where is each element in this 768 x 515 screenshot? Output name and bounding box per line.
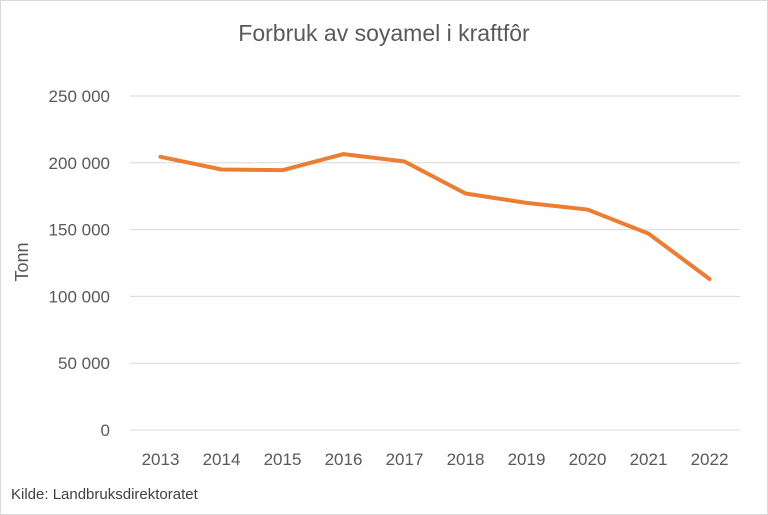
x-tick-label: 2018 <box>447 450 485 469</box>
x-tick-label: 2017 <box>386 450 424 469</box>
chart-title: Forbruk av soyamel i kraftfôr <box>238 20 530 46</box>
y-tick-label: 100 000 <box>49 287 110 306</box>
x-tick-label: 2015 <box>264 450 302 469</box>
y-axis-title: Tonn <box>12 242 32 281</box>
y-tick-label: 150 000 <box>49 221 110 240</box>
y-tick-label: 200 000 <box>49 154 110 173</box>
x-tick-label: 2016 <box>325 450 363 469</box>
y-tick-label: 0 <box>101 421 110 440</box>
x-tick-label: 2020 <box>569 450 607 469</box>
gridlines <box>130 95 740 364</box>
x-tick-label: 2013 <box>142 450 180 469</box>
y-tick-label: 50 000 <box>58 354 110 373</box>
y-tick-label: 250 000 <box>49 87 110 106</box>
x-tick-label: 2019 <box>508 450 546 469</box>
x-tick-label: 2014 <box>203 450 241 469</box>
source-note: Kilde: Landbruksdirektoratet <box>11 486 198 503</box>
series-line <box>158 152 712 282</box>
x-tick-label: 2021 <box>630 450 668 469</box>
axes: 0 50 000 100 000 150 000 200 000 250 000 2013 2… <box>49 87 740 469</box>
series-layer <box>158 152 712 282</box>
x-tick-label: 2022 <box>691 450 729 469</box>
